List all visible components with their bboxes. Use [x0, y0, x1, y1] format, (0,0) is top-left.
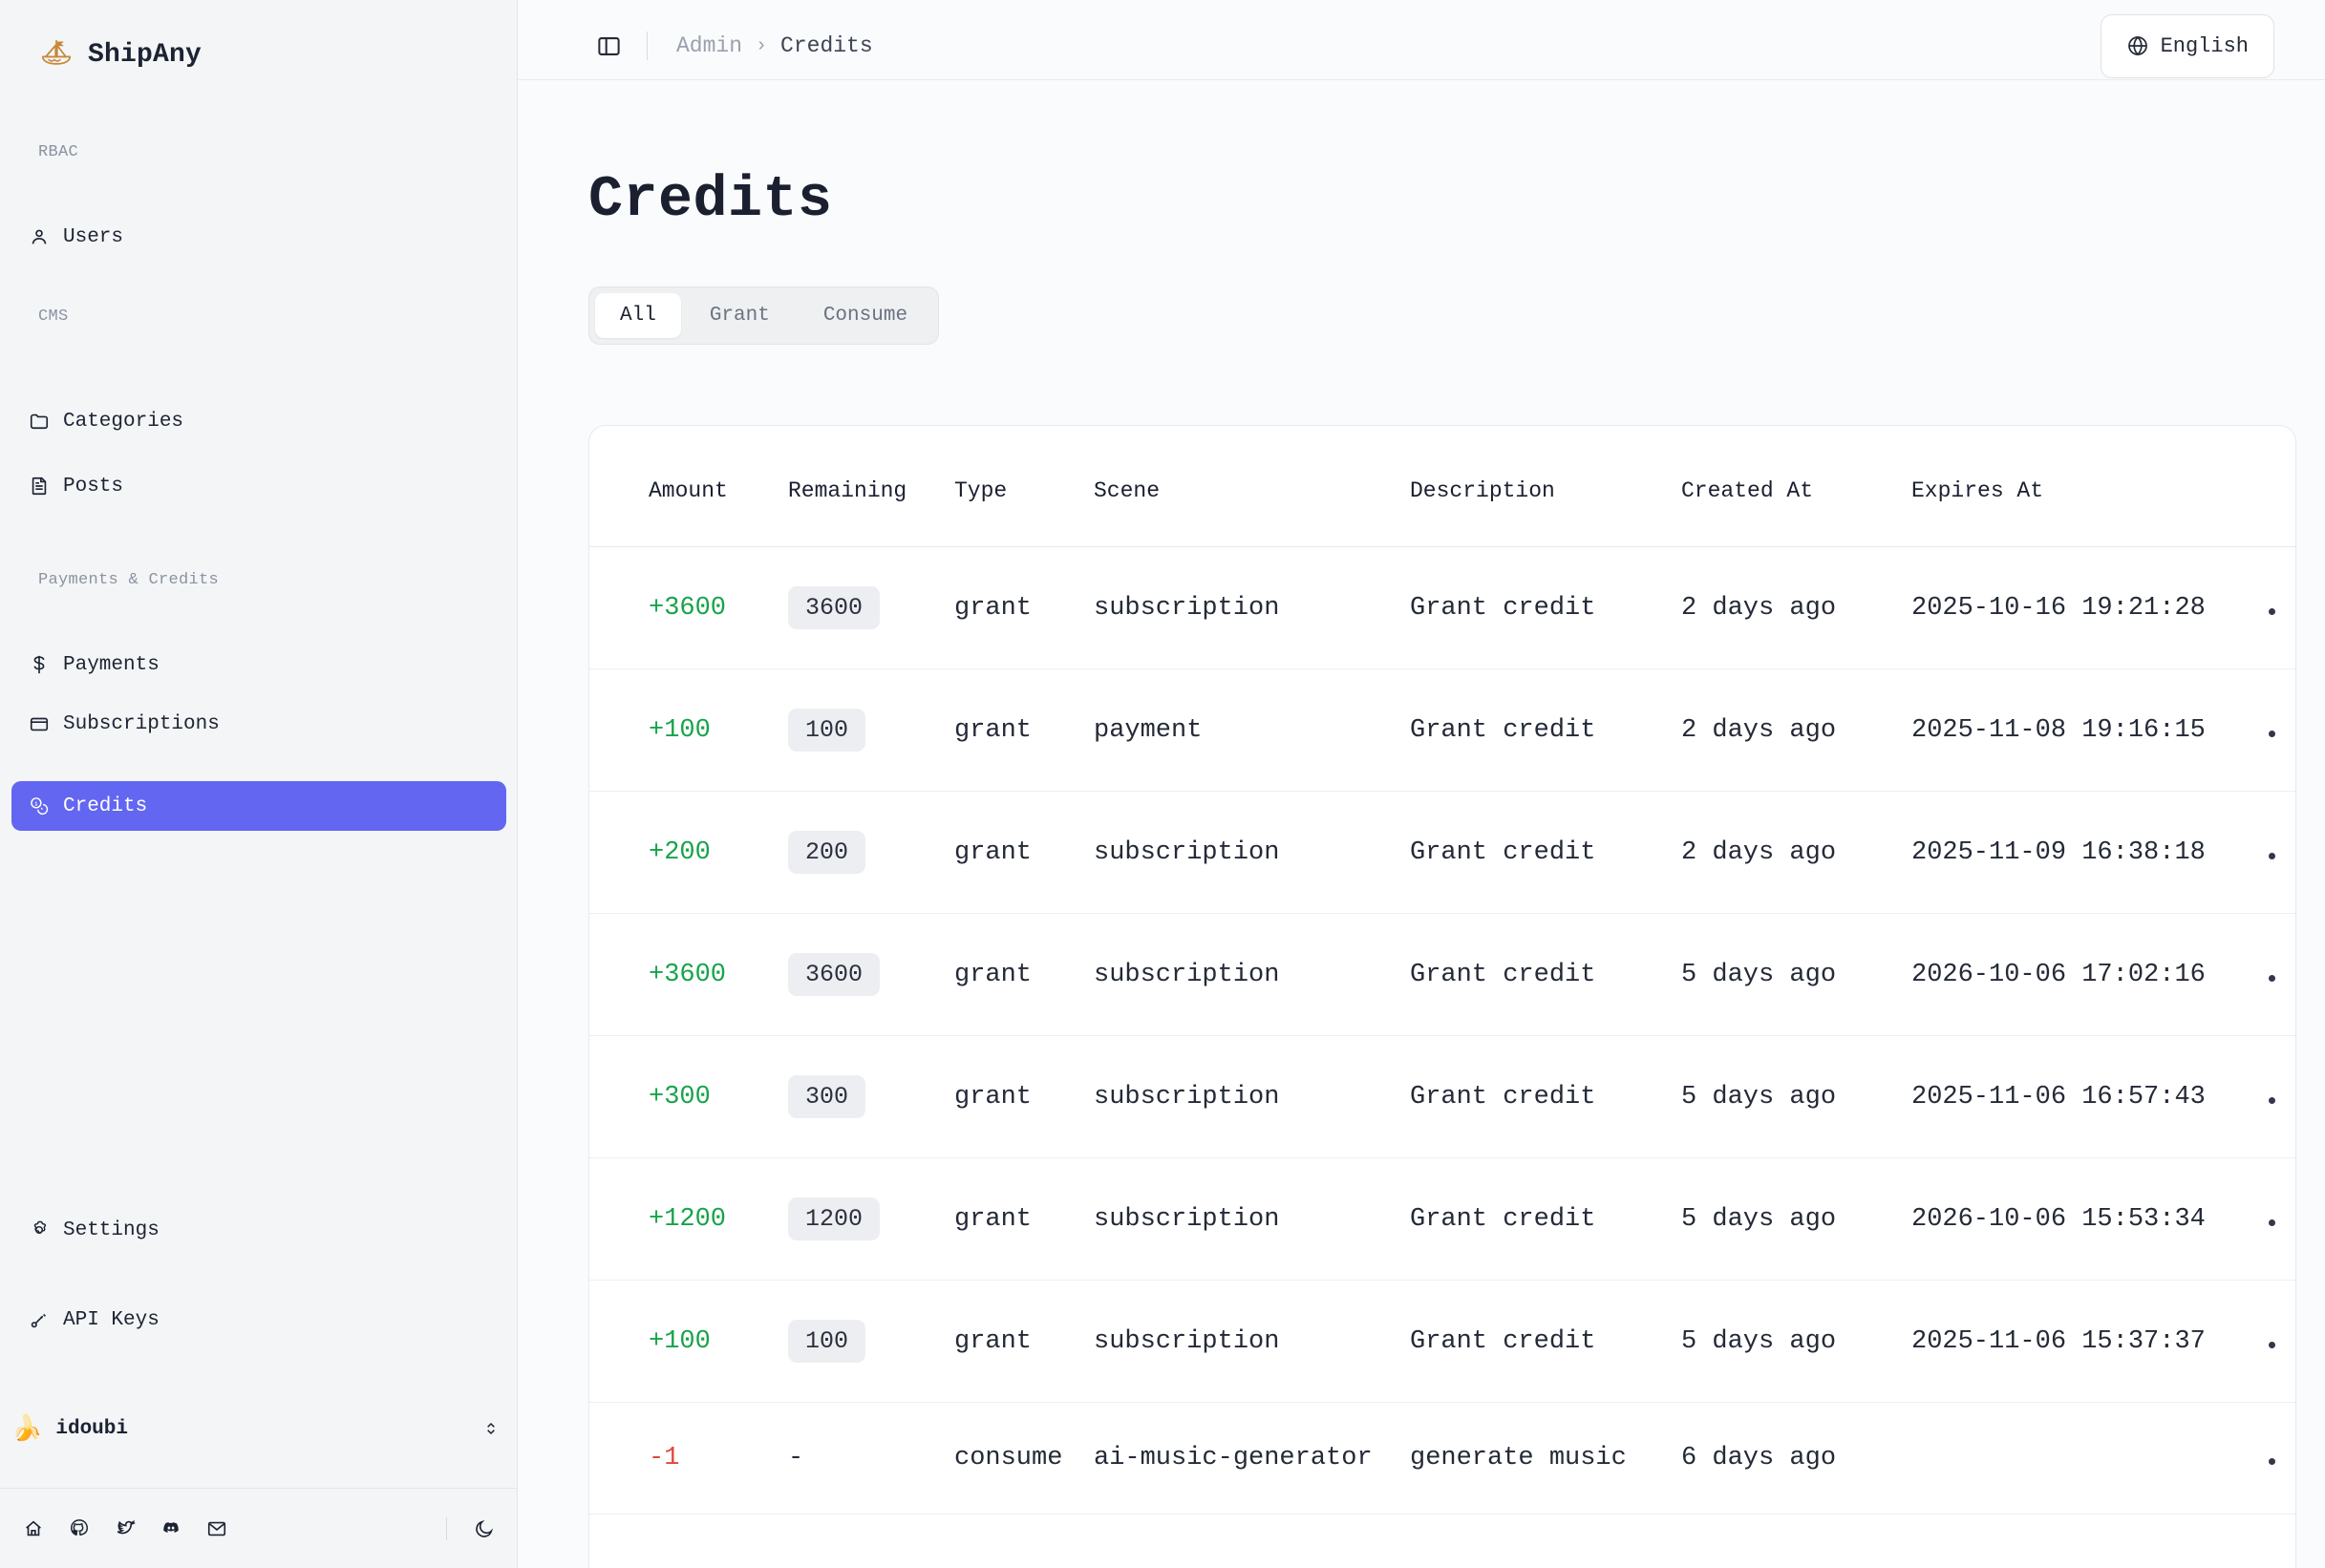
- svg-text:1: 1: [34, 801, 37, 807]
